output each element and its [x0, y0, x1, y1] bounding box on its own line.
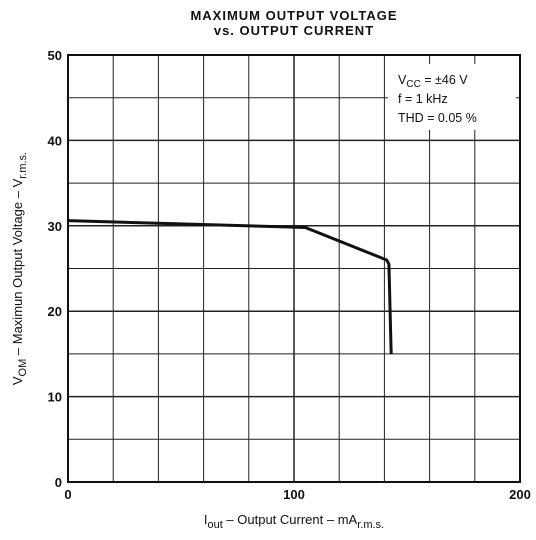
y-axis-label-part: V — [10, 376, 25, 385]
chart-title: MAXIMUM OUTPUT VOLTAGE — [190, 8, 397, 23]
y-tick-label: 40 — [48, 133, 62, 148]
y-tick-label: 20 — [48, 304, 62, 319]
y-tick-label: 0 — [55, 475, 62, 490]
annotation-part: V — [398, 73, 407, 87]
y-tick-label: 30 — [48, 219, 62, 234]
x-axis-label-part: r.m.s. — [357, 519, 384, 531]
annotation-box — [388, 64, 516, 130]
annotation: f = 1 kHz — [398, 92, 448, 106]
y-tick-label: 10 — [48, 390, 62, 405]
y-axis-label-part: r.m.s. — [17, 152, 29, 179]
data-line — [67, 219, 393, 354]
annotation-part: THD = 0.05 % — [398, 111, 477, 125]
y-axis-label: VOM – Maximun Output Voltage – Vr.m.s. — [10, 152, 29, 385]
x-axis-label: Iout – Output Current – mAr.m.s. — [204, 512, 384, 531]
annotation: THD = 0.05 % — [398, 111, 477, 125]
x-tick-label: 100 — [283, 487, 305, 502]
y-tick-label: 50 — [48, 48, 62, 63]
annotation-part: f = 1 kHz — [398, 92, 448, 106]
annotation-part: = ±46 V — [421, 73, 468, 87]
x-axis-label-part: – Output Current – mA — [223, 512, 358, 527]
y-axis-label-part: OM — [17, 359, 29, 377]
annotation: VCC = ±46 V — [398, 73, 468, 90]
annotation-part: CC — [406, 79, 420, 90]
chart-title: vs. OUTPUT CURRENT — [214, 23, 374, 38]
x-tick-label: 200 — [509, 487, 531, 502]
x-tick-label: 0 — [64, 487, 71, 502]
x-axis-label-part: out — [208, 519, 223, 531]
y-axis-label-part: – Maximun Output Voltage – V — [10, 178, 25, 358]
x-axis-label-part: I — [204, 512, 208, 527]
plot-frame — [67, 54, 521, 483]
